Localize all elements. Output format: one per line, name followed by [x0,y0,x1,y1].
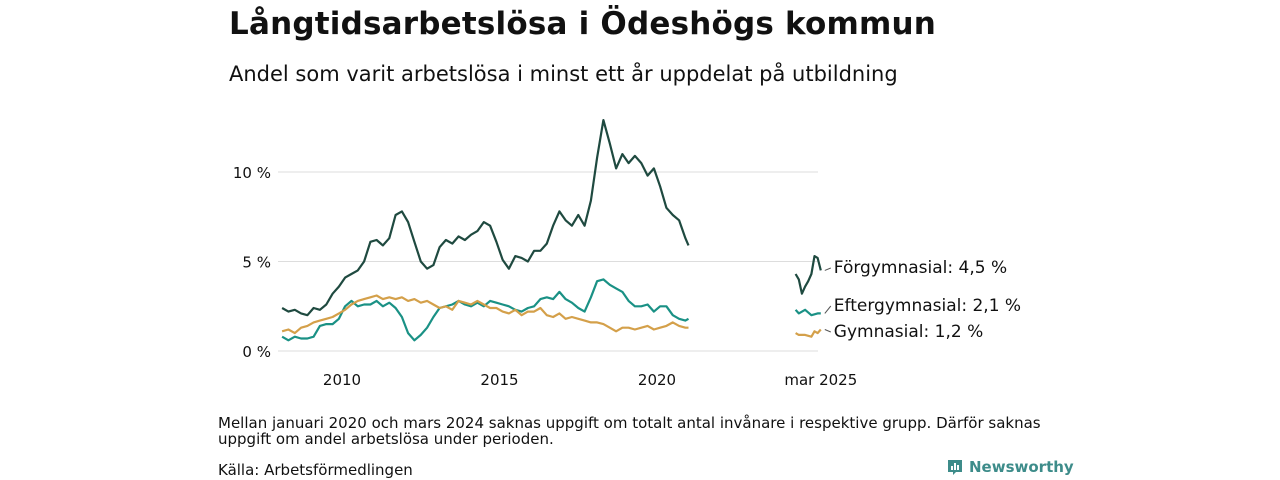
x-tick-label: 2010 [323,371,361,389]
end-label-förgymnasial: Förgymnasial: 4,5 % [834,258,1007,278]
x-axis-tick-labels: 2010 2015 2020 mar 2025 [323,371,857,389]
newsworthy-chart-icon [948,460,962,475]
line-chart: 0 % 5 % 10 % 2010 2015 2020 mar 2025 Förgymna… [233,119,1021,389]
series-line-förgymnasial-recent [794,255,822,295]
end-label-eftergymnasial: Eftergymnasial: 2,1 % [834,296,1021,316]
y-tick-label: 5 % [242,254,271,272]
chart-subtitle: Andel som varit arbetslösa i minst ett å… [229,62,898,86]
series-lines [281,119,822,342]
brand-name: Newsworthy [969,458,1074,476]
series-line-gymnasial-early [281,294,689,335]
gridlines [278,171,818,352]
y-axis-tick-labels: 0 % 5 % 10 % [233,164,271,361]
footnote: Mellan januari 2020 och mars 2024 saknas… [218,414,1041,448]
end-label-leader [824,329,831,333]
end-label-leader [824,305,832,314]
chart-title: Långtidsarbetslösa i Ödeshögs kommun [229,6,937,42]
series-line-eftergymnasial-recent [794,308,821,317]
series-line-förgymnasial-early [281,119,690,317]
series-line-gymnasial-recent [795,328,822,338]
source-credit: Källa: Arbetsförmedlingen [218,461,413,479]
end-label-gymnasial: Gymnasial: 1,2 % [834,322,983,342]
series-line-eftergymnasial-early [281,278,690,342]
series-end-labels: Förgymnasial: 4,5 % Eftergymnasial: 2,1 %… [824,258,1021,342]
x-tick-label: mar 2025 [784,371,857,389]
end-label-leader [824,267,831,271]
x-tick-label: 2020 [638,371,676,389]
x-tick-label: 2015 [480,371,518,389]
brand-logo[interactable]: Newsworthy [946,458,1074,476]
y-tick-label: 10 % [233,164,271,182]
y-tick-label: 0 % [242,343,271,361]
